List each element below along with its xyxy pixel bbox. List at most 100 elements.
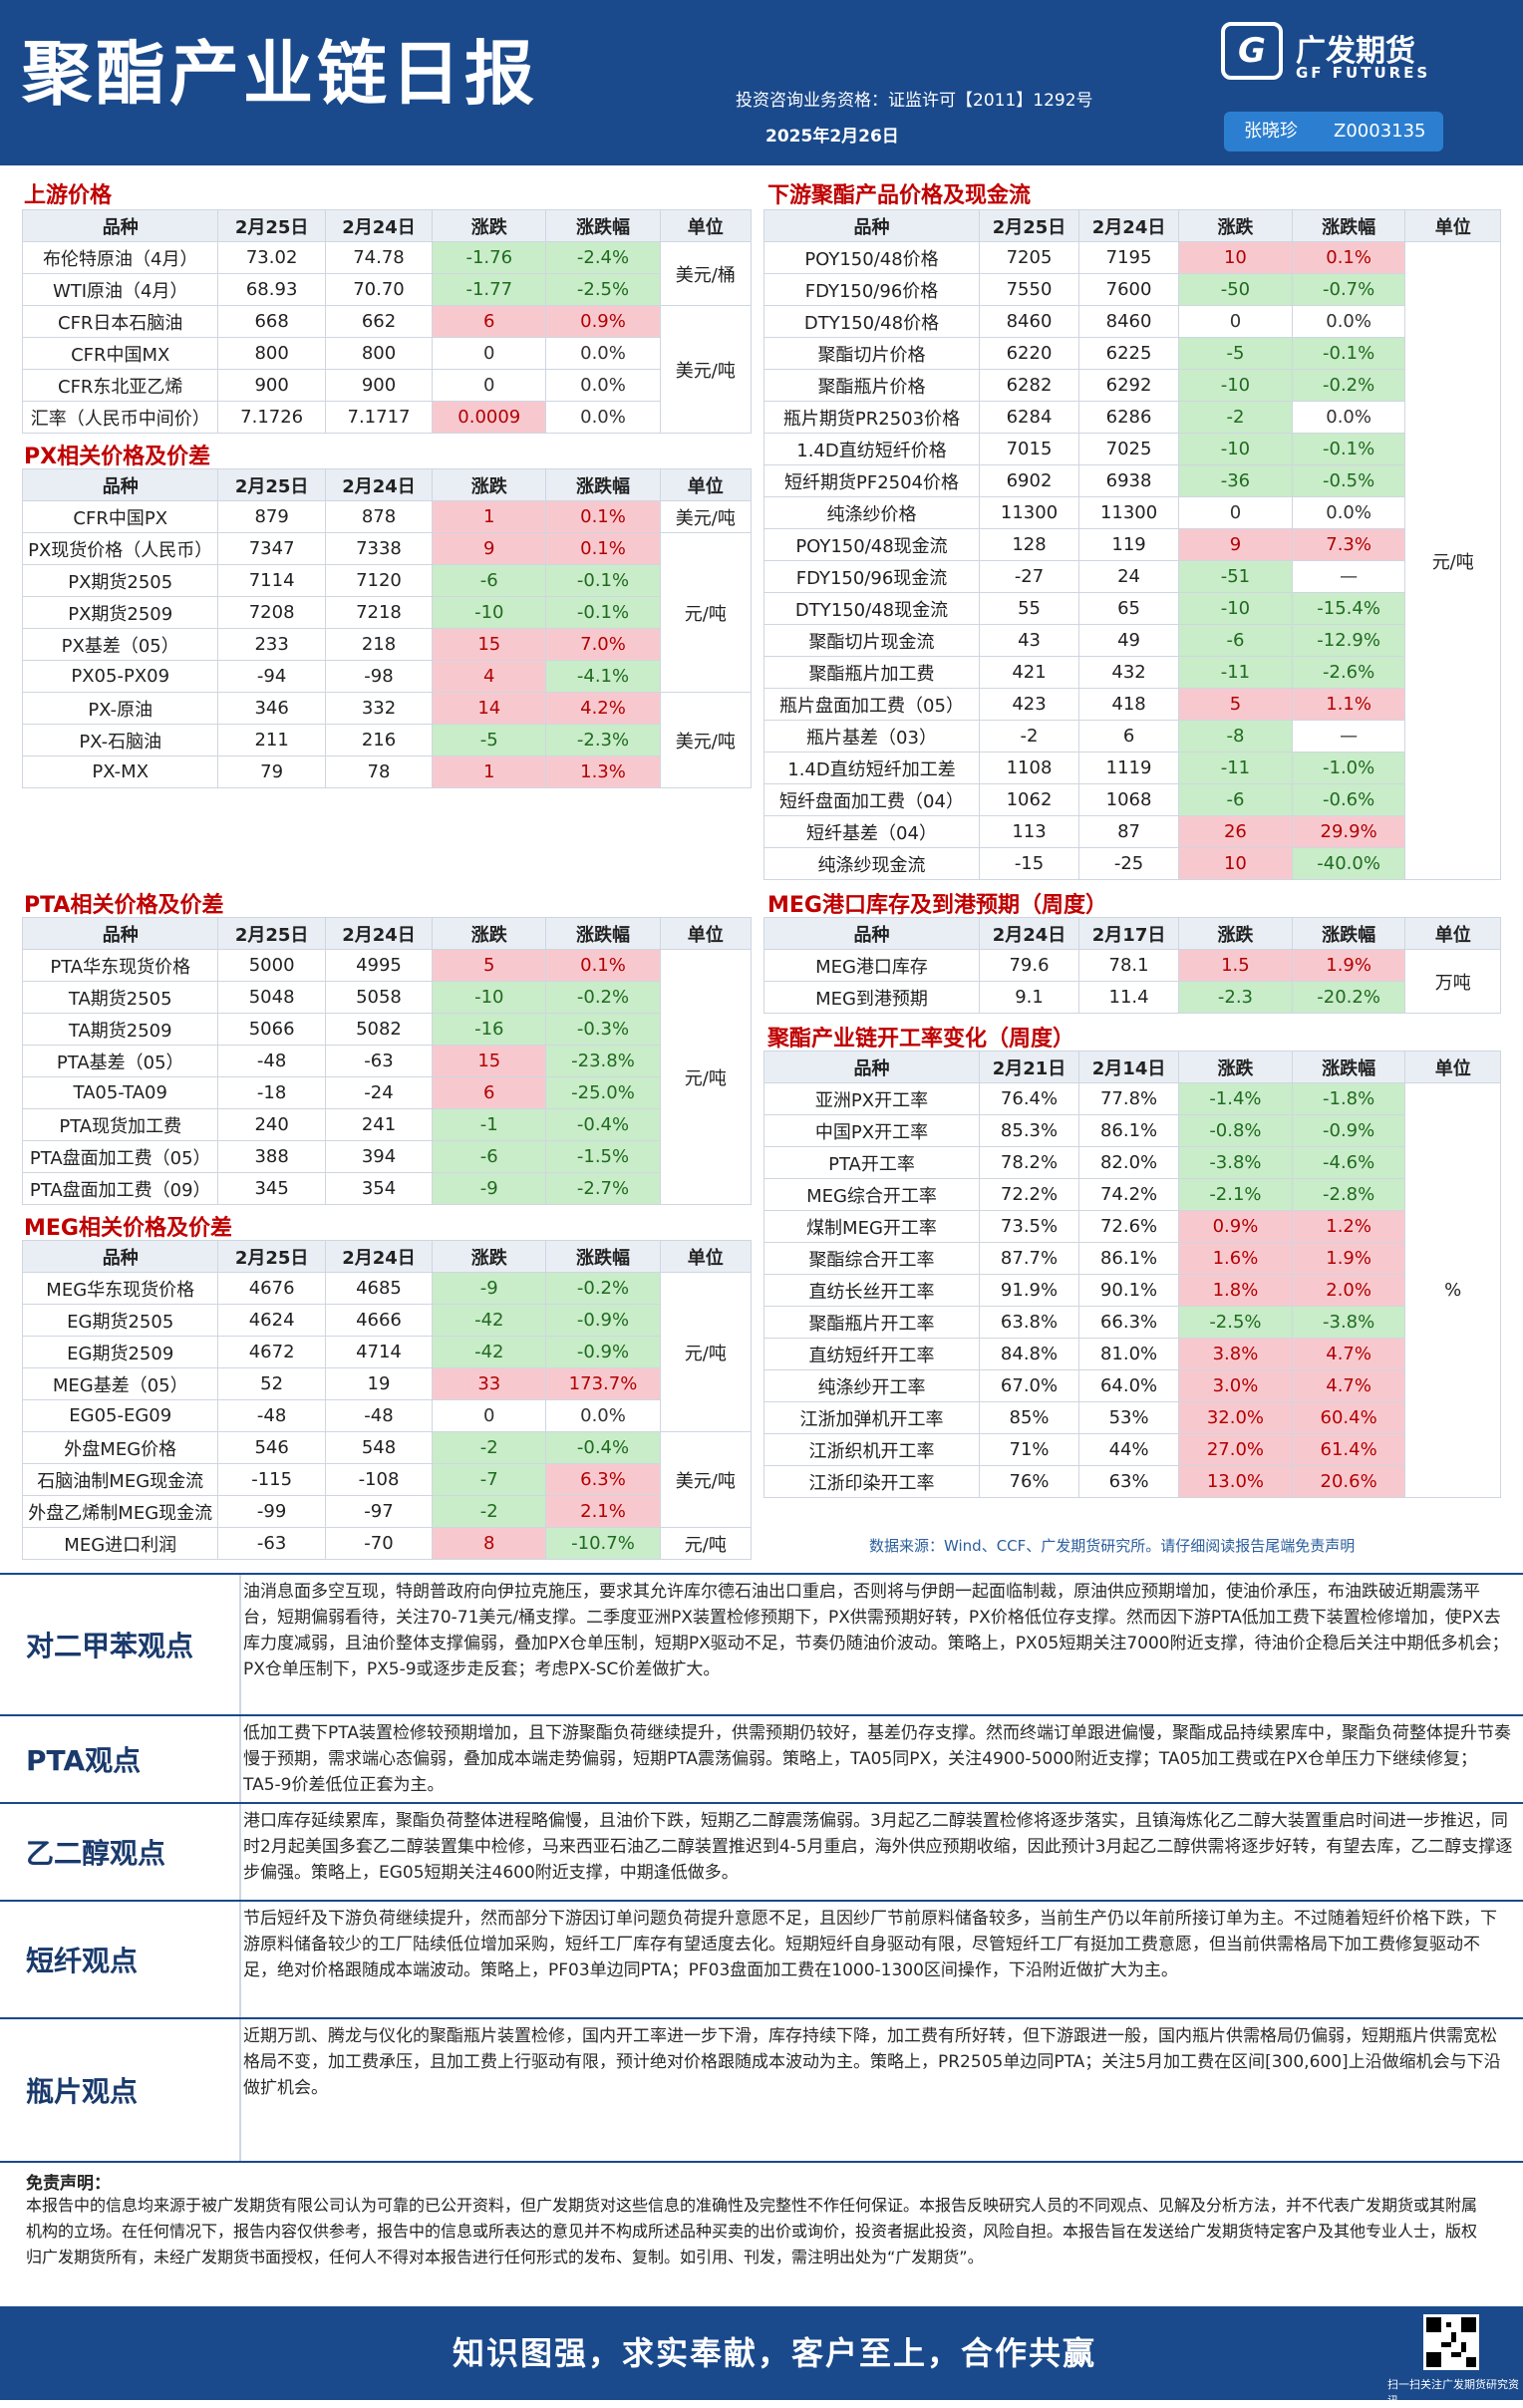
cell-current: 71% — [978, 1433, 1080, 1466]
cell-change-pct: -40.0% — [1291, 847, 1406, 880]
cell-change: -6 — [1178, 624, 1293, 657]
cell-change-pct: -0.1% — [545, 596, 661, 629]
cell-change: 1 — [432, 500, 547, 533]
table-row: PX-原油 346 332 14 4.2% 美元/吨 — [21, 692, 753, 788]
cell-change: -10 — [432, 596, 547, 629]
cell-name: PX-原油 — [21, 692, 219, 725]
cell-name: DTY150/48价格 — [763, 305, 980, 338]
cell-change: -2 — [1178, 401, 1293, 434]
cell-change: 4 — [432, 660, 547, 693]
cell-current: 7208 — [217, 596, 326, 629]
cell-previous: 81.0% — [1078, 1338, 1180, 1370]
cell-name: MEG基差（05） — [21, 1367, 219, 1400]
cell-unit: % — [1404, 1082, 1501, 1498]
table-row: 短纤期货PF2504价格 6902 6938 -36 -0.5% — [763, 464, 1501, 497]
cell-change-pct: 1.3% — [545, 755, 661, 788]
cell-name: 汇率（人民币中间价） — [21, 401, 219, 434]
table-row: 短纤基差（04） 113 87 26 29.9% — [763, 815, 1501, 848]
cell-current: 346 — [217, 692, 326, 725]
cell-previous: 7120 — [324, 564, 434, 597]
cell-name: PX基差（05） — [21, 628, 219, 661]
cell-previous: 87 — [1078, 815, 1180, 848]
cell-name: 短纤期货PF2504价格 — [763, 464, 980, 497]
cell-previous: 11.4 — [1078, 981, 1180, 1014]
view-divider — [239, 2019, 241, 2161]
cell-current: 421 — [978, 656, 1080, 689]
cell-previous: 7.1717 — [324, 401, 434, 434]
table-row: 聚酯切片价格 6220 6225 -5 -0.1% — [763, 337, 1501, 370]
view-block: 瓶片观点 近期万凯、腾龙与仪化的聚酯瓶片装置检修，国内开工率进一步下滑，库存持续下… — [0, 2017, 1523, 2161]
cell-name: POY150/48现金流 — [763, 528, 980, 561]
table-row: 石脑油制MEG现金流 -115 -108 -7 6.3% — [21, 1463, 752, 1496]
table-row: PX基差（05） 233 218 15 7.0% — [21, 628, 752, 661]
cell-previous: 74.2% — [1078, 1178, 1180, 1211]
cell-change-pct: 0.1% — [545, 500, 661, 533]
cell-unit: 万吨 — [1404, 949, 1501, 1014]
table-row: PTA盘面加工费（09） 345 354 -9 -2.7% — [21, 1172, 752, 1205]
cell-name: 1.4D直纺短纤价格 — [763, 433, 980, 465]
cell-previous: 354 — [324, 1172, 434, 1205]
view-block: 乙二醇观点 港口库存延续累库，聚酯负荷整体进程略偏慢，且油价下跌，短期乙二醇震荡偏… — [0, 1802, 1523, 1900]
cell-change: -6 — [1178, 783, 1293, 816]
cell-change-pct: -0.9% — [545, 1336, 661, 1368]
table-row: PX05-PX09 -94 -98 4 -4.1% — [21, 660, 752, 693]
cell-previous: -70 — [324, 1527, 434, 1560]
cell-change: 32.0% — [1178, 1401, 1293, 1434]
cell-name: 聚酯切片现金流 — [763, 624, 980, 657]
view-divider — [239, 1804, 241, 1900]
cell-previous: 6 — [1078, 720, 1180, 752]
cell-change: -10 — [1178, 433, 1293, 465]
column-header: 2月25日 — [217, 209, 326, 242]
column-header: 品种 — [21, 468, 219, 501]
column-header: 2月21日 — [978, 1051, 1080, 1083]
cell-current: -94 — [217, 660, 326, 693]
cell-current: 7550 — [978, 273, 1080, 306]
cell-name: PX-MX — [21, 755, 219, 788]
cell-change-pct: 0.0% — [545, 1399, 661, 1432]
gf-logo-icon: G — [1221, 22, 1283, 80]
column-header: 单位 — [1404, 917, 1501, 950]
column-header: 单位 — [1404, 209, 1501, 242]
cell-name: POY150/48价格 — [763, 241, 980, 274]
cell-change: -2.3 — [1178, 981, 1293, 1014]
cell-current: 128 — [978, 528, 1080, 561]
table-row: MEG港口库存 79.6 78.1 1.5 1.9% 万吨 — [763, 949, 1501, 1014]
cell-previous: 878 — [324, 500, 434, 533]
cell-name: MEG华东现货价格 — [21, 1272, 219, 1305]
cell-change: 13.0% — [1178, 1465, 1293, 1498]
cell-previous: 432 — [1078, 656, 1180, 689]
cell-current: 4672 — [217, 1336, 326, 1368]
meg-table: 品种 2月25日 2月24日 涨跌 涨跌幅 单位 MEG华东现货价格 4676 4685 -9 -0… — [21, 1240, 753, 1560]
cell-previous: 418 — [1078, 688, 1180, 721]
table-row: TA05-TA09 -18 -24 6 -25.0% — [21, 1076, 752, 1109]
cell-change-pct: -0.7% — [1291, 273, 1406, 306]
cell-previous: 6938 — [1078, 464, 1180, 497]
cell-previous: 6286 — [1078, 401, 1180, 434]
column-header: 涨跌 — [1178, 1051, 1293, 1083]
cell-previous: 65 — [1078, 592, 1180, 625]
cell-name: 短纤基差（04） — [763, 815, 980, 848]
column-header: 品种 — [21, 917, 219, 950]
cell-change: -7 — [432, 1463, 547, 1496]
cell-previous: 1119 — [1078, 752, 1180, 784]
cell-current: 76.4% — [978, 1082, 1080, 1115]
cell-current: -99 — [217, 1495, 326, 1528]
cell-name: MEG进口利润 — [21, 1527, 219, 1560]
cell-change: -1.76 — [432, 241, 547, 274]
cell-name: PTA华东现货价格 — [21, 949, 219, 982]
cell-previous: 218 — [324, 628, 434, 661]
cell-current: 72.2% — [978, 1178, 1080, 1211]
cell-change: 15 — [432, 1045, 547, 1077]
cell-change: -0.8% — [1178, 1114, 1293, 1147]
cell-change-pct: 7.3% — [1291, 528, 1406, 561]
cell-change: 1.6% — [1178, 1242, 1293, 1275]
cell-change: -1.4% — [1178, 1082, 1293, 1115]
cell-name: MEG港口库存 — [763, 949, 980, 982]
table-row: 聚酯切片现金流 43 49 -6 -12.9% — [763, 624, 1501, 657]
table-row: TA期货2505 5048 5058 -10 -0.2% — [21, 981, 752, 1014]
cell-previous: 4714 — [324, 1336, 434, 1368]
cell-name: TA05-TA09 — [21, 1076, 219, 1109]
cell-change: 0 — [432, 1399, 547, 1432]
column-header: 品种 — [21, 1240, 219, 1273]
column-header: 2月24日 — [324, 468, 434, 501]
